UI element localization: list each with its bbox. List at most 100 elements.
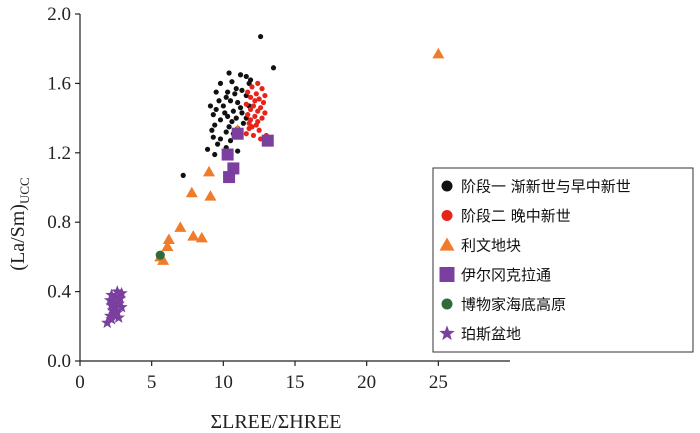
data-point: [105, 312, 118, 325]
series-2: [154, 47, 445, 265]
data-point: [185, 186, 198, 198]
legend-label: 博物家海底高原: [461, 296, 566, 314]
data-point: [204, 190, 217, 201]
legend-marker: [439, 237, 455, 251]
data-point: [113, 292, 127, 304]
x-tick-label: 0: [75, 372, 85, 393]
legend-marker: [441, 210, 453, 221]
data-point: [225, 113, 231, 119]
data-point: [261, 134, 274, 147]
x-tick-label: 20: [357, 372, 376, 393]
data-point: [101, 316, 114, 329]
data-point: [235, 148, 241, 154]
data-point: [215, 141, 221, 147]
data-point: [249, 84, 255, 90]
series-3: [221, 127, 274, 184]
data-point: [162, 233, 175, 245]
y-axis-title-main: (La/Sm): [7, 204, 29, 271]
data-point: [250, 103, 257, 109]
data-point: [256, 127, 262, 133]
data-point: [262, 92, 268, 99]
data-point: [108, 295, 121, 308]
data-point: [270, 65, 277, 71]
data-point: [237, 72, 244, 78]
data-point: [212, 151, 218, 158]
data-point: [258, 33, 264, 40]
data-point: [221, 148, 234, 161]
data-point: [204, 146, 211, 152]
data-point: [108, 307, 121, 320]
data-point: [252, 98, 258, 104]
x-axis-title: ΣLREE/ΣHREE: [210, 411, 341, 433]
data-point: [235, 99, 241, 106]
data-point: [210, 112, 216, 118]
data-point: [213, 89, 219, 95]
data-point: [103, 293, 117, 306]
data-point: [252, 113, 258, 119]
data-point: [155, 250, 165, 260]
data-point: [105, 298, 118, 311]
plot-area: [101, 33, 445, 329]
data-point: [115, 300, 128, 313]
data-point: [233, 86, 239, 92]
data-point: [207, 103, 214, 109]
data-point: [220, 103, 226, 109]
data-point: [223, 129, 229, 135]
x-tick-label: 15: [286, 372, 305, 393]
legend-label: 阶段二 晚中新世: [461, 207, 571, 225]
data-point: [225, 89, 231, 95]
x-tick-label: 10: [214, 372, 233, 393]
legend-marker: [439, 325, 455, 341]
series-1: [243, 80, 269, 142]
data-point: [233, 115, 239, 121]
data-point: [223, 171, 236, 184]
y-axis-title: (La/Sm)UCC: [7, 177, 32, 270]
data-point: [103, 309, 117, 322]
data-point: [210, 134, 216, 140]
data-point: [109, 290, 123, 303]
y-tick-label: 1.6: [47, 73, 71, 94]
data-point: [255, 108, 261, 114]
data-point: [180, 172, 186, 178]
x-tick-label: 25: [429, 372, 448, 393]
data-point: [216, 98, 222, 104]
data-point: [187, 230, 200, 241]
data-point: [247, 106, 254, 113]
data-point: [174, 221, 187, 232]
data-point: [230, 108, 236, 114]
axes: 0 5 10 15 20 25 0.0 0.4 0.8 1.2 1.6 2.0: [47, 4, 510, 393]
data-point: [246, 125, 252, 132]
data-point: [256, 96, 262, 102]
data-point: [223, 94, 229, 100]
data-point: [217, 136, 224, 142]
data-point: [112, 297, 125, 309]
data-point: [109, 300, 123, 313]
data-point: [195, 231, 208, 243]
data-point: [253, 91, 259, 97]
data-point: [115, 286, 128, 299]
data-point: [157, 254, 170, 265]
legend-label: 伊尔冈克拉通: [461, 266, 551, 284]
data-point: [246, 80, 252, 86]
data-point: [111, 285, 124, 297]
data-point: [259, 115, 265, 121]
data-point: [260, 99, 267, 106]
data-point: [262, 110, 268, 116]
data-point: [161, 240, 174, 251]
data-point: [111, 305, 124, 318]
data-point: [106, 304, 120, 316]
y-tick-label: 0.4: [47, 282, 71, 303]
data-point: [209, 127, 215, 133]
data-point: [243, 131, 249, 137]
data-point: [240, 120, 246, 126]
data-point: [229, 118, 235, 125]
data-point: [246, 120, 252, 126]
data-point: [253, 122, 259, 128]
legend-box: [432, 167, 694, 353]
data-point: [247, 94, 254, 100]
data-point: [243, 73, 249, 80]
legend-label: 利文地块: [461, 237, 521, 255]
data-point: [237, 105, 244, 111]
data-point: [232, 91, 238, 97]
